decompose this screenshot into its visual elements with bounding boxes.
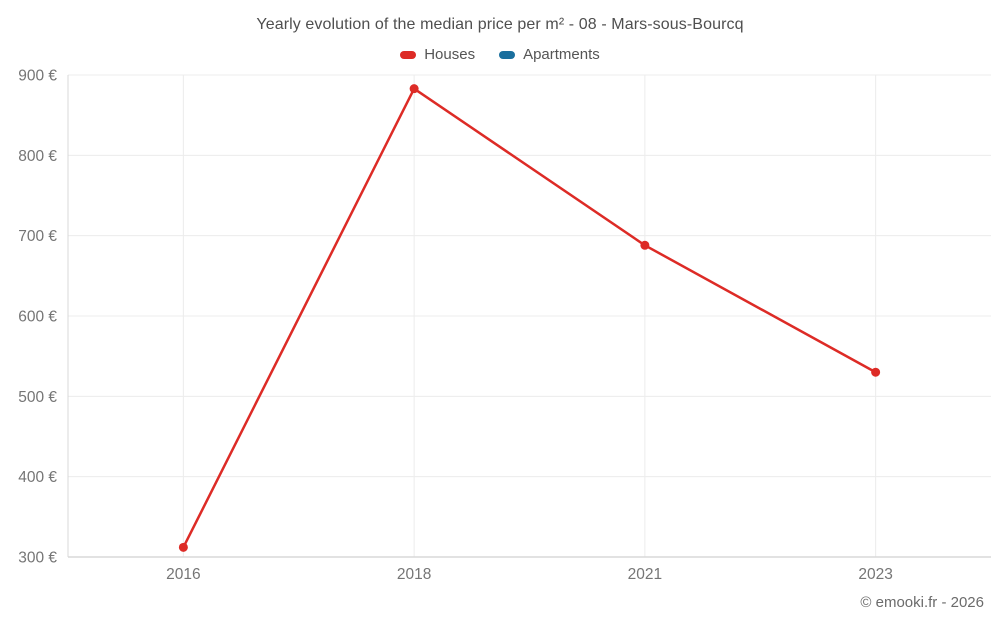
y-tick-label: 800 € [18,148,57,165]
legend-swatch-icon [400,50,417,59]
x-tick-label: 2021 [628,566,662,583]
houses-data-point[interactable] [640,240,650,250]
chart-title: Yearly evolution of the median price per… [256,16,744,33]
x-tick-label: 2016 [166,566,200,583]
y-tick-label: 900 € [18,67,57,84]
x-tick-label: 2023 [858,566,892,583]
houses-data-point[interactable] [178,542,188,552]
legend-item-apartments[interactable]: Apartments [499,46,600,63]
y-tick-label: 300 € [18,549,57,566]
y-tick-label: 700 € [18,228,57,245]
legend-item-houses[interactable]: Houses [400,46,475,63]
y-tick-label: 600 € [18,308,57,325]
y-tick-label: 400 € [18,469,57,486]
houses-data-point[interactable] [871,367,881,377]
legend-label: Houses [424,46,476,63]
legend-label: Apartments [523,46,600,63]
legend-swatch-icon [499,50,516,59]
x-tick-label: 2018 [397,566,431,583]
chart-legend: Houses Apartments [0,46,1000,63]
y-tick-label: 500 € [18,389,57,406]
copyright-text: © emooki.fr - 2026 [860,594,984,611]
houses-line [182,87,877,549]
houses-data-point[interactable] [409,84,419,94]
